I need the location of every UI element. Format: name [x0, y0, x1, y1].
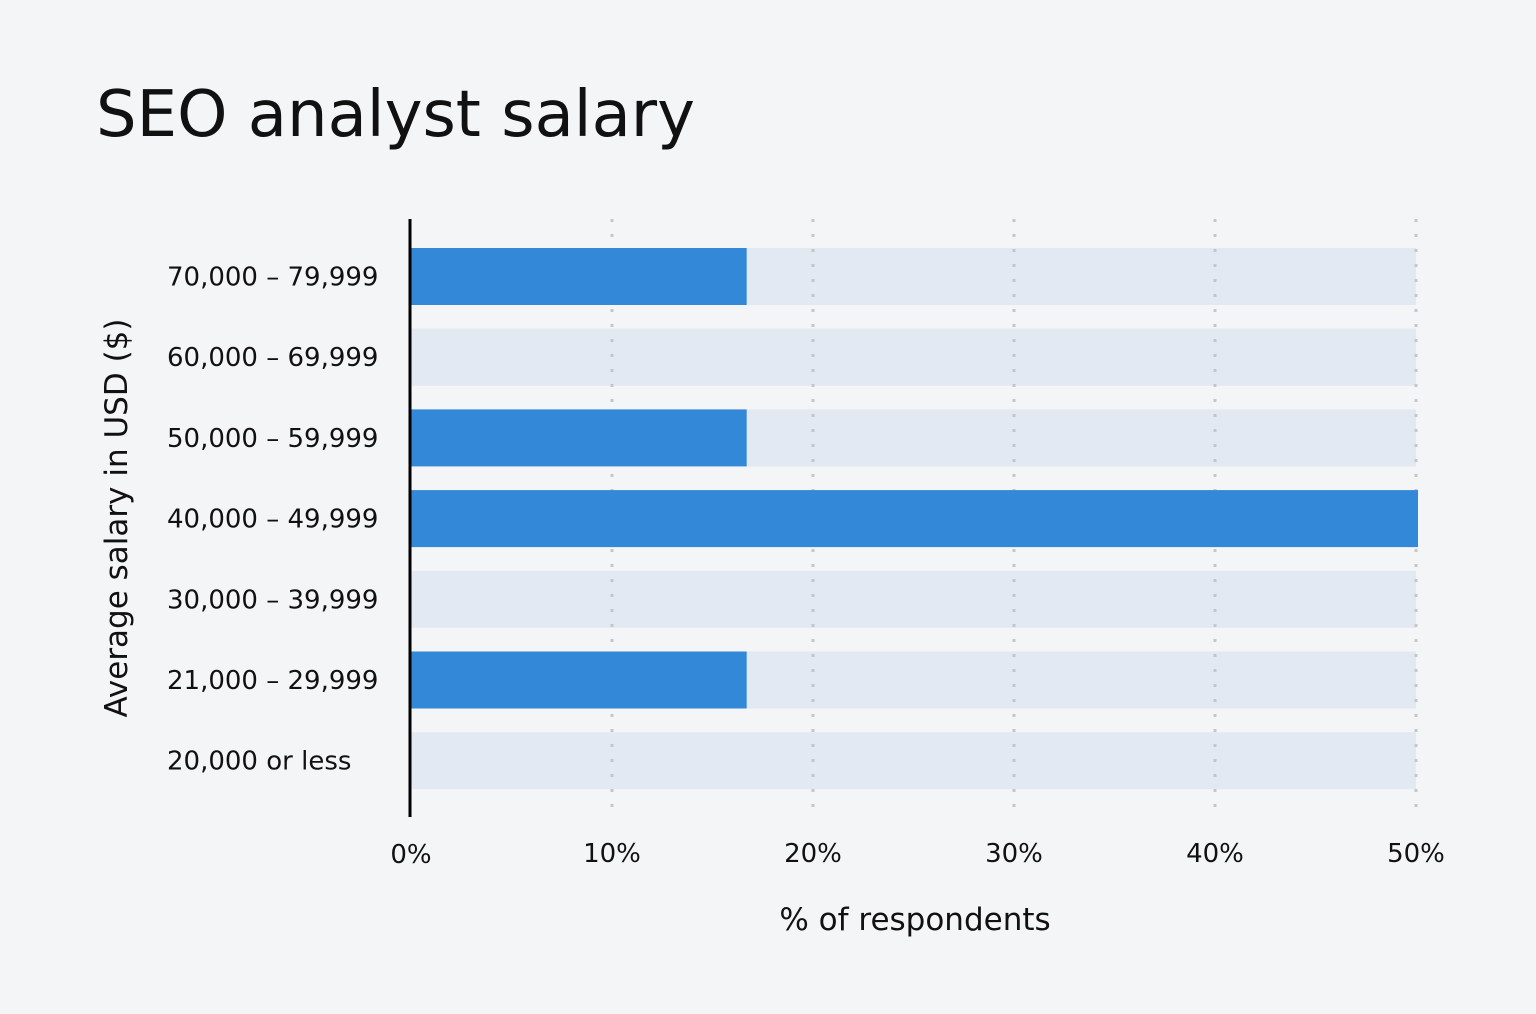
bar	[411, 651, 747, 709]
x-tick-label: 0%	[390, 840, 431, 870]
x-tick-label: 10%	[583, 839, 641, 869]
chart-title: SEO analyst salary	[96, 78, 695, 152]
category-label: 20,000 or less	[167, 747, 351, 777]
category-label: 70,000 – 79,999	[167, 263, 378, 293]
x-tick-label: 40%	[1186, 839, 1244, 869]
x-axis-label: % of respondents	[779, 902, 1051, 938]
category-label: 50,000 – 59,999	[167, 424, 378, 454]
bar-track	[411, 570, 1416, 628]
category-label: 40,000 – 49,999	[167, 505, 378, 535]
x-tick-label: 20%	[784, 839, 842, 869]
x-tick-label: 30%	[985, 839, 1043, 869]
bar-track	[411, 328, 1416, 386]
bar	[411, 409, 747, 467]
category-label: 21,000 – 29,999	[167, 666, 378, 696]
category-label: 60,000 – 69,999	[167, 343, 378, 373]
category-label: 30,000 – 39,999	[167, 585, 378, 615]
bar	[411, 490, 1418, 548]
x-tick-label: 50%	[1387, 839, 1445, 869]
bar-track	[411, 732, 1416, 790]
bar	[411, 248, 747, 305]
